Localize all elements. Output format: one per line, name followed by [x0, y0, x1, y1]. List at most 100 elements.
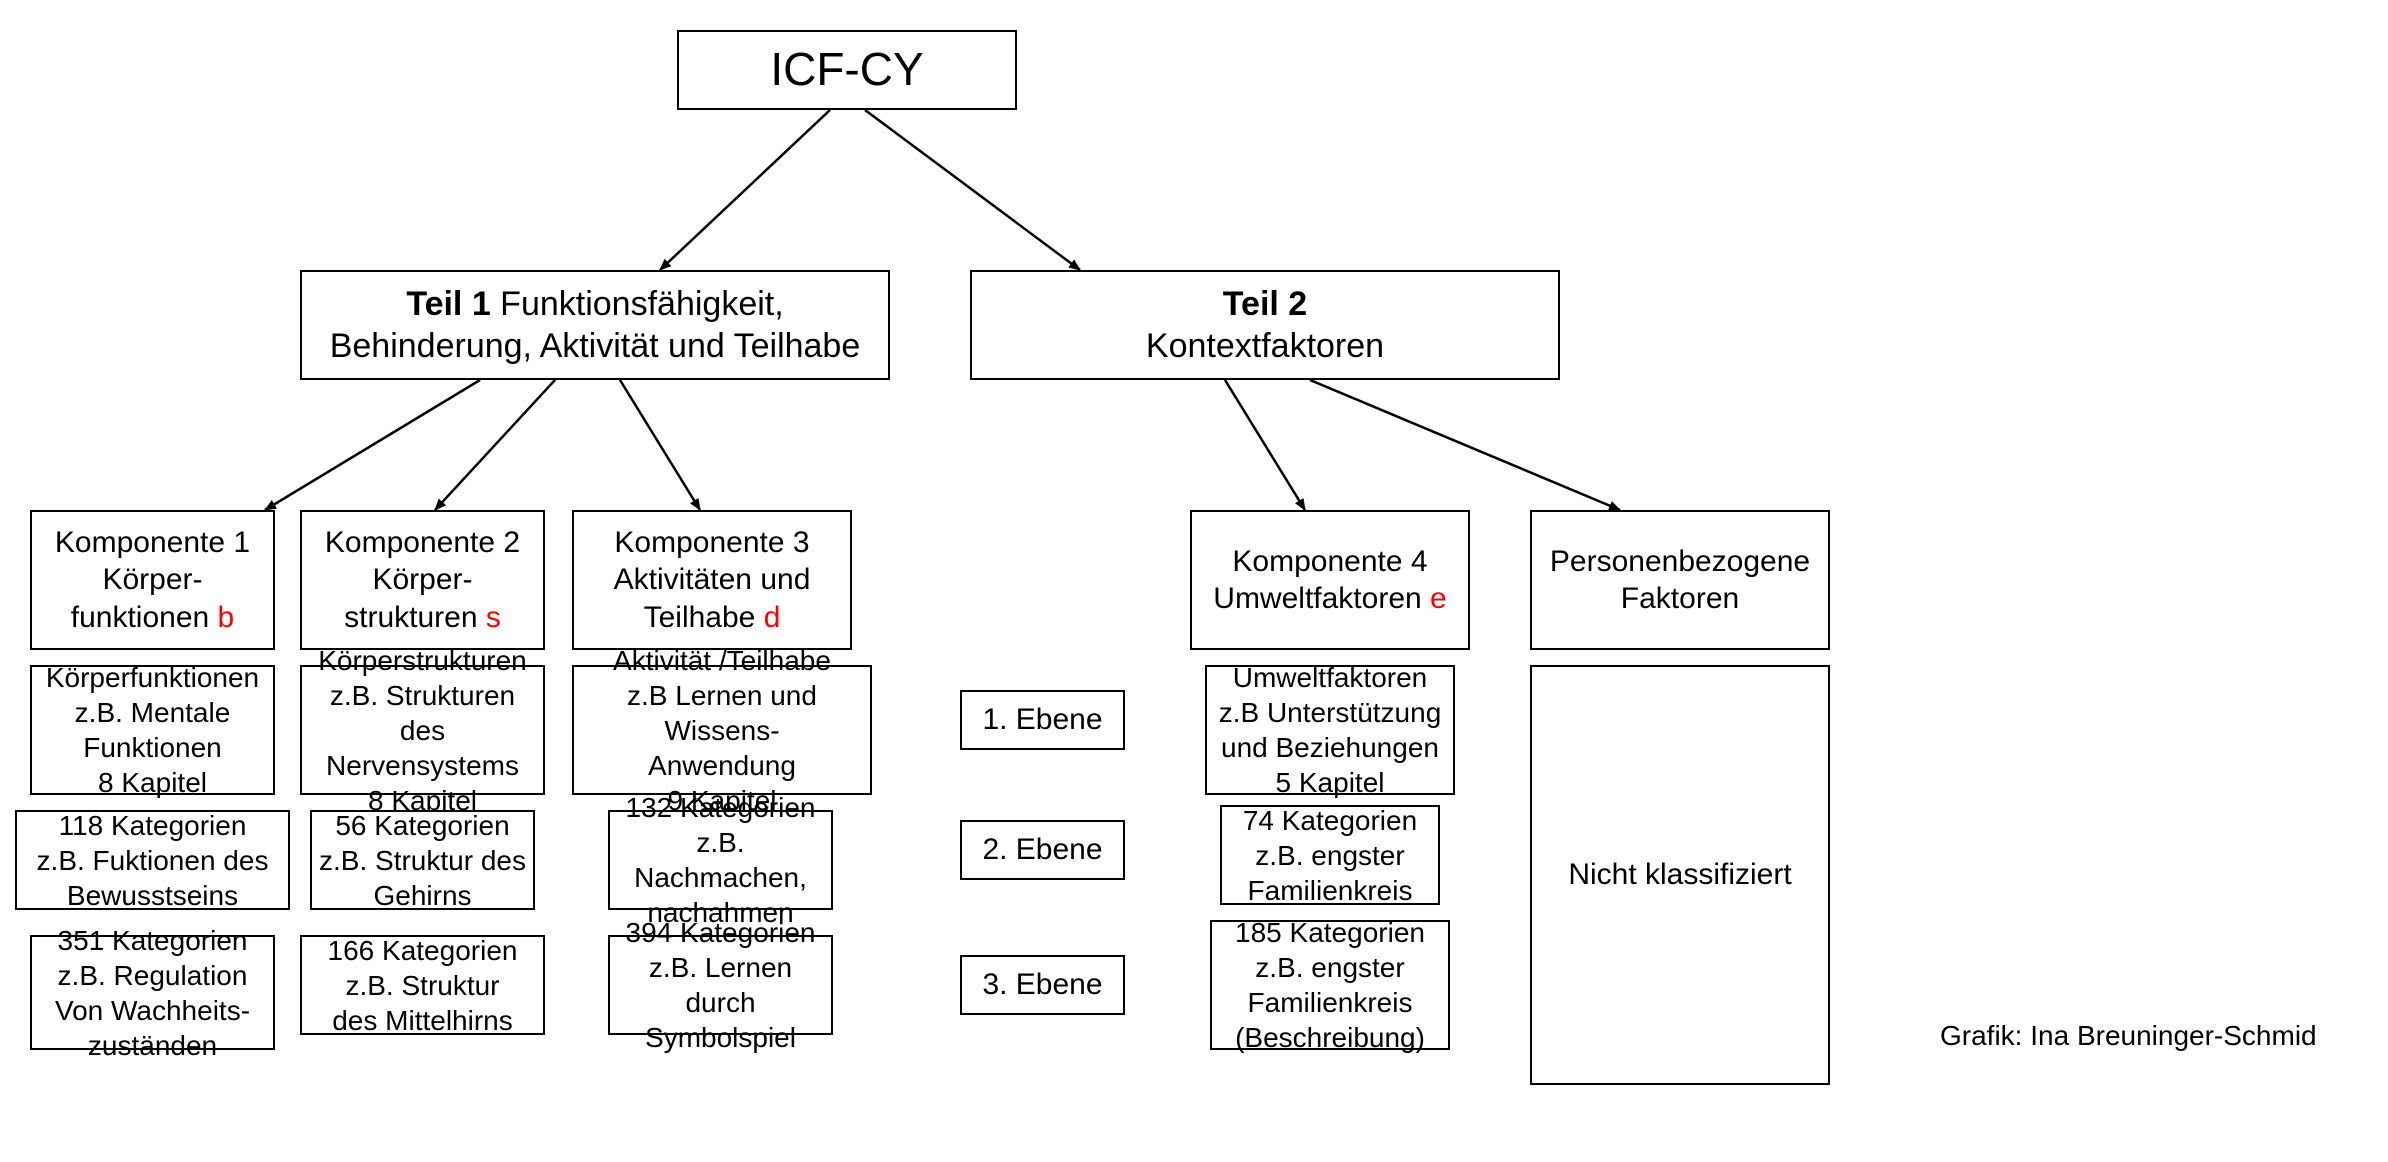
teil1-line1: Teil 1 Funktionsfähigkeit, — [406, 283, 783, 326]
c1-line3: funktionen b — [71, 599, 234, 637]
edge-root-teil1 — [660, 110, 830, 270]
teil1-node: Teil 1 Funktionsfähigkeit, Behinderung, … — [300, 270, 890, 380]
detail-line: des Mittelhirns — [332, 1003, 513, 1038]
detail-line: z.B. Fuktionen des — [37, 843, 269, 878]
ebene-1-node: 1. Ebene — [960, 690, 1125, 750]
component-5-node: Personenbezogene Faktoren — [1530, 510, 1830, 650]
edge-teil2-c4 — [1225, 380, 1305, 510]
ebene-1-label: 1. Ebene — [982, 701, 1102, 739]
detail-line: z.B. Lernen — [649, 950, 792, 985]
detail-line: Umweltfaktoren — [1233, 660, 1428, 695]
detail-line: Von Wachheits- — [55, 993, 250, 1028]
detail-line: Anwendung — [648, 748, 796, 783]
detail-line: zuständen — [88, 1028, 217, 1063]
edge-teil1-c1 — [265, 380, 480, 510]
c3-line2: Aktivitäten und — [614, 561, 811, 599]
ebene-3-node: 3. Ebene — [960, 955, 1125, 1015]
c5-line2: Faktoren — [1621, 580, 1739, 618]
c3-code: d — [764, 601, 781, 634]
detail-line: Bewusstseins — [67, 878, 238, 913]
detail-line: und Beziehungen — [1221, 730, 1439, 765]
detail-c2-1: Körperstrukturenz.B. Strukturen desNerve… — [300, 665, 545, 795]
detail-line: Familienkreis — [1248, 985, 1413, 1020]
detail-line: Körperfunktionen — [46, 660, 259, 695]
detail-c4-3: 185 Kategorienz.B. engsterFamilienkreis(… — [1210, 920, 1450, 1050]
tall-label: Nicht klassifiziert — [1568, 856, 1791, 894]
root-label: ICF-CY — [770, 41, 923, 99]
detail-line: Körperstrukturen — [318, 643, 527, 678]
detail-line: (Beschreibung) — [1235, 1020, 1425, 1055]
detail-c4-1: Umweltfaktorenz.B Unterstützungund Bezie… — [1205, 665, 1455, 795]
detail-line: Gehirns — [373, 878, 471, 913]
detail-line: 8 Kapitel — [98, 765, 207, 800]
c1-code: b — [218, 601, 235, 634]
detail-line: 394 Kategorien — [626, 915, 816, 950]
detail-line: z.B. Struktur — [345, 968, 499, 1003]
detail-line: z.B Unterstützung — [1219, 695, 1442, 730]
credit-text: Grafik: Ina Breuninger-Schmid — [1940, 1020, 2317, 1052]
c2-line1: Komponente 2 — [325, 524, 520, 562]
teil2-bold: Teil 2 — [1223, 283, 1307, 326]
c2-line3: strukturen s — [344, 599, 501, 637]
detail-line: 132 Kategorien — [626, 790, 816, 825]
detail-line: z.B. Mentale — [75, 695, 231, 730]
component-4-node: Komponente 4 Umweltfaktoren e — [1190, 510, 1470, 650]
detail-line: 56 Kategorien — [335, 808, 509, 843]
c5-line1: Personenbezogene — [1550, 543, 1810, 581]
detail-line: z.B. Regulation — [58, 958, 248, 993]
c4-line1: Komponente 4 — [1232, 543, 1427, 581]
component-1-node: Komponente 1 Körper- funktionen b — [30, 510, 275, 650]
c4-line2: Umweltfaktoren e — [1213, 580, 1446, 618]
detail-c3-1: Aktivität /Teilhabez.B Lernen und Wissen… — [572, 665, 872, 795]
detail-line: z.B. Struktur des — [319, 843, 526, 878]
detail-line: Aktivität /Teilhabe — [613, 643, 831, 678]
detail-line: Funktionen — [83, 730, 222, 765]
c1-line2: Körper- — [102, 561, 202, 599]
component-3-node: Komponente 3 Aktivitäten und Teilhabe d — [572, 510, 852, 650]
nicht-klassifiziert-node: Nicht klassifiziert — [1530, 665, 1830, 1085]
edge-teil1-c3 — [620, 380, 700, 510]
detail-c4-2: 74 Kategorienz.B. engsterFamilienkreis — [1220, 805, 1440, 905]
teil1-line2: Behinderung, Aktivität und Teilhabe — [330, 325, 861, 368]
detail-c2-2: 56 Kategorienz.B. Struktur desGehirns — [310, 810, 535, 910]
edge-teil1-c2 — [435, 380, 555, 510]
detail-line: durch Symbolspiel — [616, 985, 825, 1055]
component-2-node: Komponente 2 Körper- strukturen s — [300, 510, 545, 650]
ebene-2-label: 2. Ebene — [982, 831, 1102, 869]
root-node: ICF-CY — [677, 30, 1017, 110]
detail-c1-3: 351 Kategorienz.B. RegulationVon Wachhei… — [30, 935, 275, 1050]
detail-line: 351 Kategorien — [58, 923, 248, 958]
detail-line: 118 Kategorien — [59, 808, 247, 843]
detail-line: 166 Kategorien — [328, 933, 518, 968]
c1-line1: Komponente 1 — [55, 524, 250, 562]
detail-line: z.B. Nachmachen, — [616, 825, 825, 895]
detail-c3-2: 132 Kategorienz.B. Nachmachen,nachahmen — [608, 810, 833, 910]
ebene-2-node: 2. Ebene — [960, 820, 1125, 880]
teil1-rest1: Funktionsfähigkeit, — [491, 285, 784, 323]
detail-line: z.B. engster — [1255, 950, 1404, 985]
c3-line1: Komponente 3 — [614, 524, 809, 562]
detail-line: Nervensystems — [326, 748, 519, 783]
detail-c3-3: 394 Kategorienz.B. Lernendurch Symbolspi… — [608, 935, 833, 1035]
c2-code: s — [486, 601, 501, 634]
teil1-bold: Teil 1 — [406, 285, 490, 323]
edge-teil2-c5 — [1310, 380, 1620, 510]
c2-line2: Körper- — [372, 561, 472, 599]
ebene-3-label: 3. Ebene — [982, 966, 1102, 1004]
detail-line: z.B Lernen und Wissens- — [580, 678, 864, 748]
c4-code: e — [1430, 582, 1447, 615]
detail-line: 185 Kategorien — [1235, 915, 1425, 950]
teil2-line2: Kontextfaktoren — [1146, 325, 1384, 368]
detail-line: Familienkreis — [1248, 873, 1413, 908]
edge-root-teil2 — [865, 110, 1080, 270]
detail-line: 74 Kategorien — [1243, 803, 1417, 838]
c3-line3: Teilhabe d — [644, 599, 781, 637]
detail-line: z.B. Strukturen des — [308, 678, 537, 748]
detail-c1-2: 118 Kategorienz.B. Fuktionen desBewussts… — [15, 810, 290, 910]
teil2-node: Teil 2 Kontextfaktoren — [970, 270, 1560, 380]
diagram-stage: ICF-CY Teil 1 Funktionsfähigkeit, Behind… — [0, 0, 2388, 1162]
detail-line: 5 Kapitel — [1276, 765, 1385, 800]
detail-c2-3: 166 Kategorienz.B. Strukturdes Mittelhir… — [300, 935, 545, 1035]
detail-c1-1: Körperfunktionenz.B. MentaleFunktionen8 … — [30, 665, 275, 795]
detail-line: z.B. engster — [1255, 838, 1404, 873]
